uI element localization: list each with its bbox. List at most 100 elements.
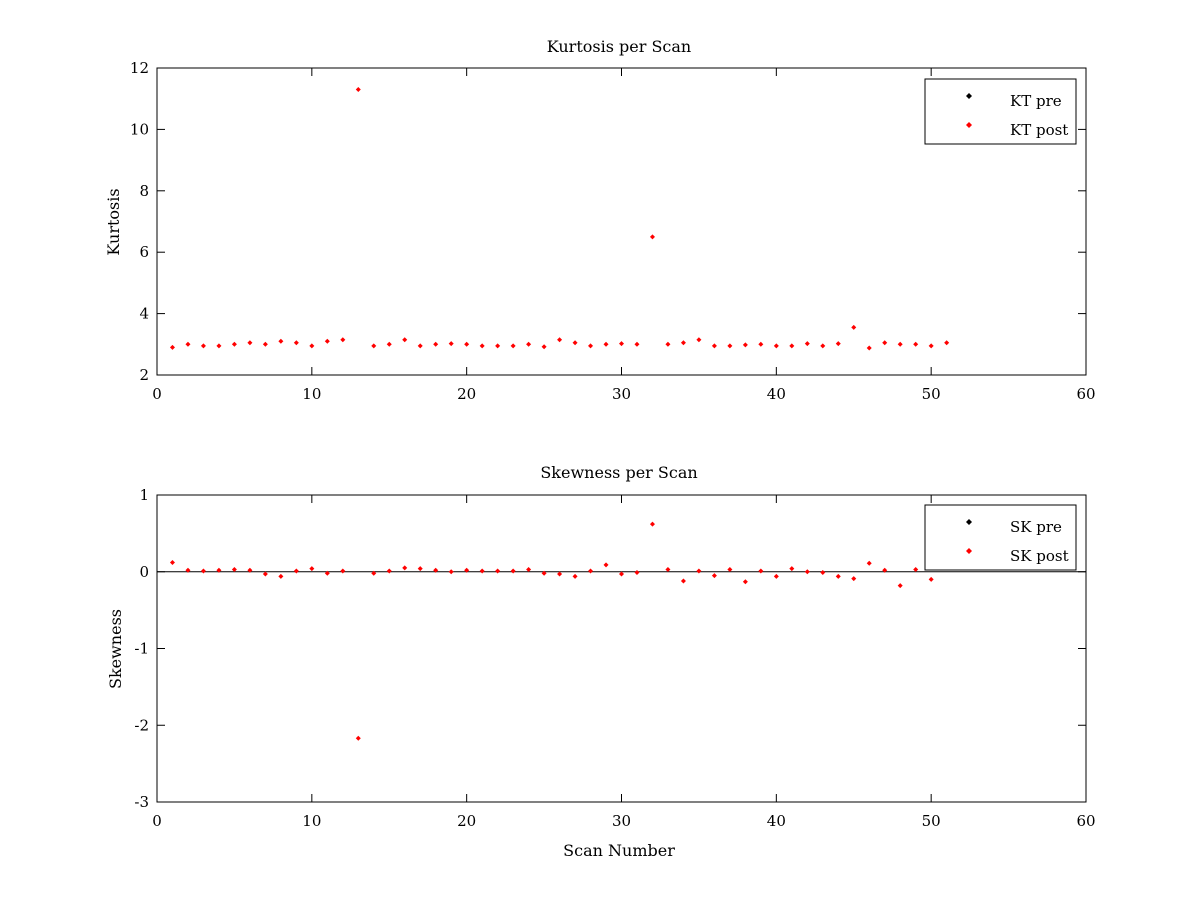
kurtosis-point-post bbox=[355, 86, 361, 92]
kurtosis-point-post bbox=[649, 234, 655, 240]
kurtosis-point-post bbox=[804, 341, 810, 347]
skewness-point-post bbox=[851, 576, 857, 582]
kurtosis-point-post bbox=[386, 341, 392, 347]
kurtosis-point-post bbox=[526, 341, 532, 347]
skewness-point-post bbox=[386, 568, 392, 574]
kurtosis-point-post bbox=[913, 341, 919, 347]
kurtosis-point-post bbox=[510, 343, 516, 349]
skewness-ticks: 0 10 20 30 40 50 60 -3 -2 -1 0 1 bbox=[134, 486, 1095, 830]
y-tick-label: 0 bbox=[139, 563, 149, 581]
kurtosis-point-post bbox=[603, 341, 609, 347]
kurtosis-point-post bbox=[495, 343, 501, 349]
kurtosis-point-post bbox=[293, 340, 299, 346]
kurtosis-point-post bbox=[820, 343, 826, 349]
skewness-legend-box bbox=[924, 504, 1077, 571]
kurtosis-point-post bbox=[835, 341, 841, 347]
skewness-point-post bbox=[417, 566, 423, 572]
skewness-point-post bbox=[216, 567, 222, 573]
skewness-point-post bbox=[804, 569, 810, 575]
skewness-point-post bbox=[557, 571, 563, 577]
skewness-legend: SK pre SK post bbox=[924, 504, 1077, 571]
x-tick-label: 40 bbox=[767, 812, 786, 830]
kurtosis-point-post bbox=[448, 341, 454, 347]
legend-marker-kt-pre bbox=[966, 93, 972, 99]
x-tick-label: 50 bbox=[922, 385, 941, 403]
legend-marker-sk-post bbox=[966, 548, 972, 554]
kurtosis-points bbox=[169, 86, 950, 351]
y-tick-label: 6 bbox=[139, 243, 149, 261]
kurtosis-point-post bbox=[572, 340, 578, 346]
skewness-point-post bbox=[603, 562, 609, 568]
skewness-point-post bbox=[495, 568, 501, 574]
x-tick-label: 0 bbox=[152, 812, 162, 830]
kurtosis-panel: Kurtosis per Scan Kurtosis 0 10 20 30 40 50 60… bbox=[104, 37, 1096, 403]
kurtosis-point-post bbox=[588, 343, 594, 349]
kurtosis-point-post bbox=[634, 341, 640, 347]
skewness-point-post bbox=[928, 576, 934, 582]
kurtosis-point-post bbox=[866, 345, 872, 351]
skewness-point-post bbox=[247, 567, 253, 573]
skewness-point-post bbox=[340, 568, 346, 574]
skewness-point-post bbox=[464, 567, 470, 573]
skewness-point-post bbox=[231, 566, 237, 572]
skewness-point-post bbox=[619, 571, 624, 577]
kurtosis-point-post bbox=[541, 344, 547, 350]
legend-marker-kt-post bbox=[966, 122, 972, 128]
skewness-point-post bbox=[479, 568, 485, 574]
x-tick-label: 30 bbox=[612, 812, 631, 830]
x-tick-label: 60 bbox=[1076, 385, 1095, 403]
skewness-point-post bbox=[820, 570, 826, 576]
skewness-point-post bbox=[324, 570, 330, 576]
y-tick-label: 1 bbox=[139, 486, 149, 504]
kurtosis-point-post bbox=[433, 341, 439, 347]
skewness-point-post bbox=[897, 583, 903, 589]
y-tick-label: -1 bbox=[134, 640, 149, 658]
kurtosis-point-post bbox=[742, 342, 748, 348]
kurtosis-point-post bbox=[479, 343, 485, 349]
kurtosis-point-post bbox=[417, 343, 423, 349]
kurtosis-title: Kurtosis per Scan bbox=[547, 37, 691, 56]
skewness-point-post bbox=[200, 568, 206, 574]
skewness-point-post bbox=[355, 735, 361, 741]
kurtosis-point-post bbox=[169, 344, 175, 350]
skewness-point-post bbox=[371, 570, 377, 576]
kurtosis-point-post bbox=[882, 340, 888, 346]
skewness-ylabel: Skewness bbox=[106, 609, 125, 689]
kurtosis-point-post bbox=[324, 338, 330, 344]
skewness-point-post bbox=[309, 566, 315, 572]
skewness-point-post bbox=[913, 566, 919, 572]
y-tick-label: 4 bbox=[139, 305, 149, 323]
kurtosis-point-post bbox=[278, 338, 284, 344]
x-tick-label: 10 bbox=[302, 385, 321, 403]
x-tick-label: 0 bbox=[152, 385, 162, 403]
skewness-points bbox=[169, 521, 934, 741]
legend-marker-sk-pre bbox=[966, 519, 972, 525]
kurtosis-ticks: 0 10 20 30 40 50 60 2 4 6 8 10 12 bbox=[130, 59, 1096, 403]
x-tick-label: 20 bbox=[457, 812, 476, 830]
kurtosis-point-post bbox=[928, 343, 934, 349]
legend-label-kt-pre: KT pre bbox=[1010, 92, 1062, 110]
skewness-point-post bbox=[293, 568, 299, 574]
skewness-point-post bbox=[526, 566, 532, 572]
legend-label-sk-post: SK post bbox=[1010, 547, 1069, 565]
kurtosis-point-post bbox=[402, 337, 408, 343]
x-tick-label: 60 bbox=[1076, 812, 1095, 830]
skewness-point-post bbox=[835, 573, 841, 579]
kurtosis-legend: KT pre KT post bbox=[924, 78, 1077, 145]
kurtosis-point-post bbox=[340, 337, 346, 343]
kurtosis-point-post bbox=[371, 343, 377, 349]
kurtosis-point-post bbox=[247, 340, 253, 346]
kurtosis-point-post bbox=[727, 343, 733, 349]
skewness-point-post bbox=[866, 560, 872, 566]
skewness-point-post bbox=[541, 570, 547, 576]
skewness-point-post bbox=[696, 568, 702, 574]
kurtosis-point-post bbox=[789, 343, 795, 349]
kurtosis-point-post bbox=[231, 341, 237, 347]
kurtosis-point-post bbox=[262, 341, 268, 347]
skewness-point-post bbox=[773, 573, 779, 579]
skewness-point-post bbox=[649, 521, 655, 527]
skewness-point-post bbox=[185, 567, 191, 573]
x-tick-label: 10 bbox=[302, 812, 321, 830]
